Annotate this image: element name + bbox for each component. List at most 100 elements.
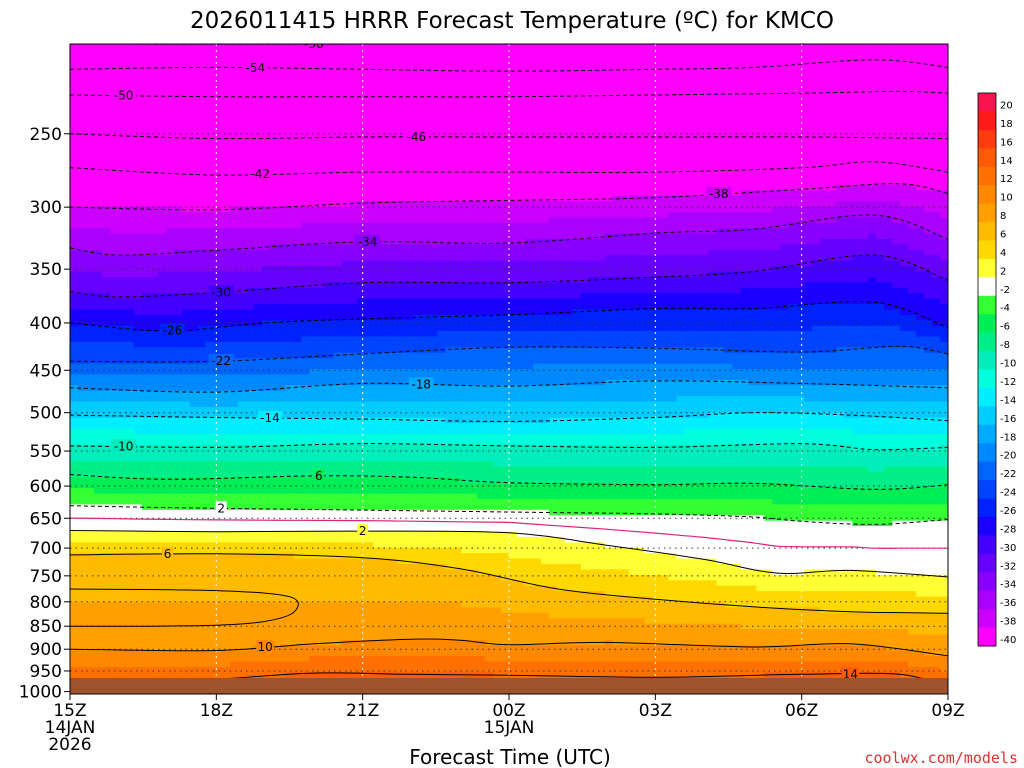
heat-cell [101,141,111,148]
heat-cell [261,228,271,235]
heat-cell [389,455,398,462]
heat-cell [197,385,207,392]
heat-cell [189,428,199,435]
heat-cell [333,428,342,435]
heat-cell [157,379,167,386]
heat-cell [253,661,263,668]
heat-cell [117,168,127,175]
heat-cell [205,488,215,495]
heat-cell [157,428,167,435]
heat-cell [349,466,358,473]
heat-cell [389,369,398,376]
heat-cell [117,650,127,657]
heat-cell [213,233,223,240]
heat-cell [357,509,366,516]
heat-cell [85,358,95,365]
heat-cell [205,466,215,473]
heat-cell [205,163,215,170]
heat-cell [301,217,311,224]
heat-cell [325,168,334,175]
heat-cell [229,564,239,571]
heat-cell [157,54,167,61]
heat-cell [365,564,374,571]
heat-cell [197,390,207,397]
heat-cell [309,266,319,273]
heat-cell [269,585,279,592]
heat-cell [197,520,207,527]
heat-cell [205,428,215,435]
heat-cell [85,260,95,267]
heat-cell [357,54,366,61]
heat-cell [261,314,271,321]
heat-cell [373,558,382,565]
heat-cell [141,98,151,105]
heat-cell [381,125,390,132]
heat-cell [357,336,366,343]
heat-cell [301,54,311,61]
heat-cell [253,471,263,478]
heat-cell [389,260,398,267]
heat-cell [109,450,119,457]
heat-cell [253,396,263,403]
heat-cell [229,607,239,614]
heat-cell [269,569,279,576]
heat-cell [109,547,119,554]
heat-cell [317,87,327,94]
heat-cell [269,276,279,283]
heat-cell [133,146,143,153]
heat-cell [293,526,303,533]
heat-cell [381,157,390,164]
heat-cell [141,239,151,246]
heat-cell [365,444,374,451]
heat-cell [293,531,303,538]
heat-cell [85,341,95,348]
heat-cell [309,520,319,527]
heat-cell [365,542,374,549]
heat-cell [397,385,406,392]
heat-cell [109,336,119,343]
heat-cell [213,325,223,332]
heat-cell [341,304,350,311]
heat-cell [349,282,358,289]
heat-cell [269,396,279,403]
heat-cell [317,396,327,403]
heat-cell [397,217,406,224]
heat-cell [165,369,175,376]
heat-cell [229,201,239,208]
heat-cell [229,574,239,581]
heat-cell [213,92,223,99]
heat-cell [253,109,263,116]
heat-cell [309,60,319,67]
heat-cell [85,282,95,289]
heat-cell [373,482,382,489]
heat-cell [157,499,167,506]
heat-cell [221,195,231,202]
heat-cell [85,179,95,186]
heat-cell [365,596,374,603]
heat-cell [245,211,255,218]
heat-cell [397,49,406,56]
heat-cell [205,509,215,516]
heat-cell [365,379,374,386]
heat-cell [389,276,398,283]
heat-cell [189,114,199,121]
heat-cell [309,282,319,289]
heat-cell [301,666,311,673]
heat-cell [381,401,390,408]
heat-cell [245,271,255,278]
heat-cell [157,152,167,159]
heat-cell [125,417,135,424]
heat-cell [261,54,271,61]
heat-cell [125,81,135,88]
heat-cell [93,44,103,51]
heat-cell [277,607,287,614]
heat-cell [93,369,103,376]
heat-cell [381,423,390,430]
heat-cell [389,439,398,446]
heat-cell [117,249,127,256]
heat-cell [181,455,191,462]
heat-cell [261,44,271,51]
heat-cell [117,228,127,235]
heat-cell [173,607,183,614]
heat-cell [245,136,255,143]
